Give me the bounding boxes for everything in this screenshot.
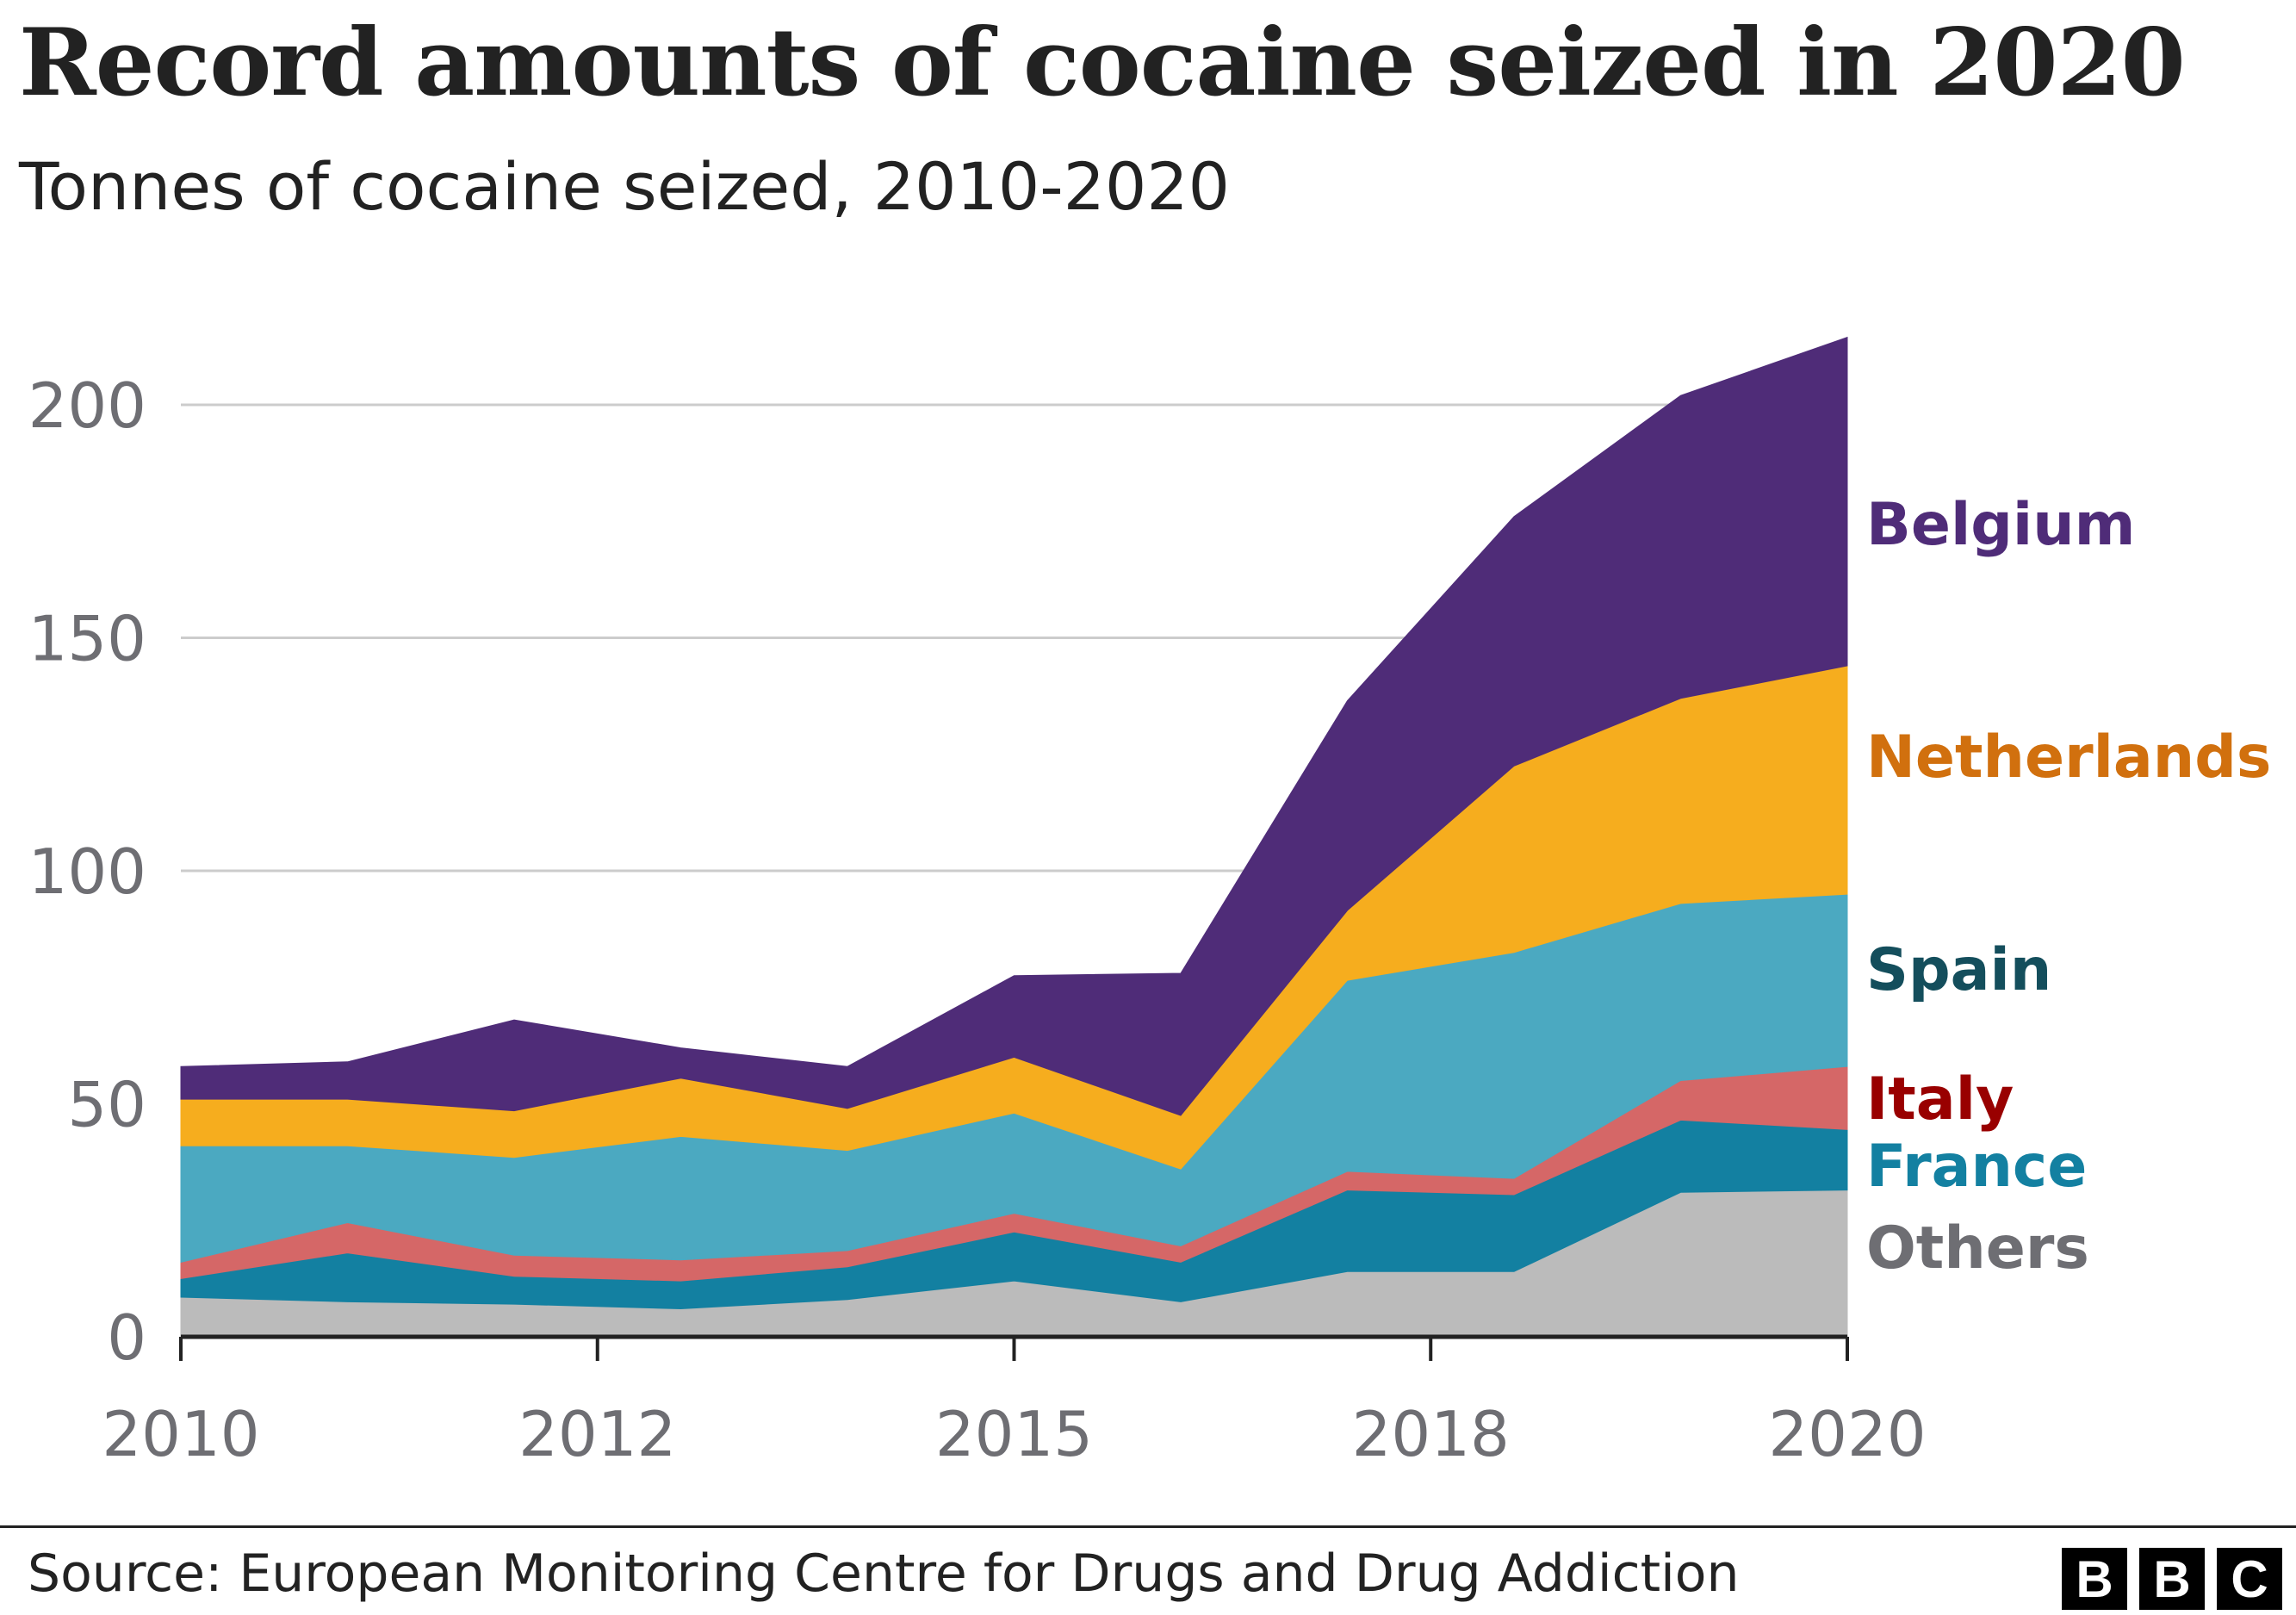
x-tick-label: 2012 [518, 1398, 676, 1470]
y-tick-label: 100 [28, 835, 146, 908]
axes: 0 50 100 150 200 2010 2012 2015 2018 2020 [28, 370, 1927, 1470]
series-label-others: Others [1866, 1214, 2089, 1283]
series-label-belgium: Belgium [1866, 491, 2136, 559]
bbc-logo-letter: B [2139, 1548, 2205, 1610]
series-label-spain: Spain [1866, 936, 2051, 1004]
series-label-france: France [1866, 1133, 2087, 1201]
stacked-area-chart: 0 50 100 150 200 2010 2012 2015 2018 2020 Others F… [28, 336, 2271, 1470]
x-tick-label: 2020 [1768, 1398, 1926, 1470]
source-note: Source: European Monitoring Centre for D… [28, 1544, 1740, 1604]
y-tick-label: 200 [28, 370, 146, 442]
chart-subtitle: Tonnes of cocaine seized, 2010-2020 [19, 148, 1231, 225]
footer-divider [0, 1525, 2296, 1528]
chart-title: Record amounts of cocaine seized in 2020 [19, 9, 2186, 117]
x-tick-label: 2010 [102, 1398, 259, 1470]
series-label-netherlands: Netherlands [1866, 724, 2271, 792]
area-belgium [180, 336, 1848, 1116]
bbc-logo: B B C [2062, 1548, 2282, 1610]
y-tick-label: 50 [67, 1069, 146, 1141]
series-label-italy: Italy [1866, 1065, 2014, 1134]
y-tick-label: 150 [28, 603, 146, 675]
bbc-logo-letter: B [2062, 1548, 2127, 1610]
x-tick-label: 2015 [935, 1398, 1093, 1470]
area-series [180, 336, 1848, 1338]
y-tick-label: 0 [107, 1301, 146, 1374]
x-tick-label: 2018 [1352, 1398, 1510, 1470]
bbc-logo-letter: C [2217, 1548, 2282, 1610]
